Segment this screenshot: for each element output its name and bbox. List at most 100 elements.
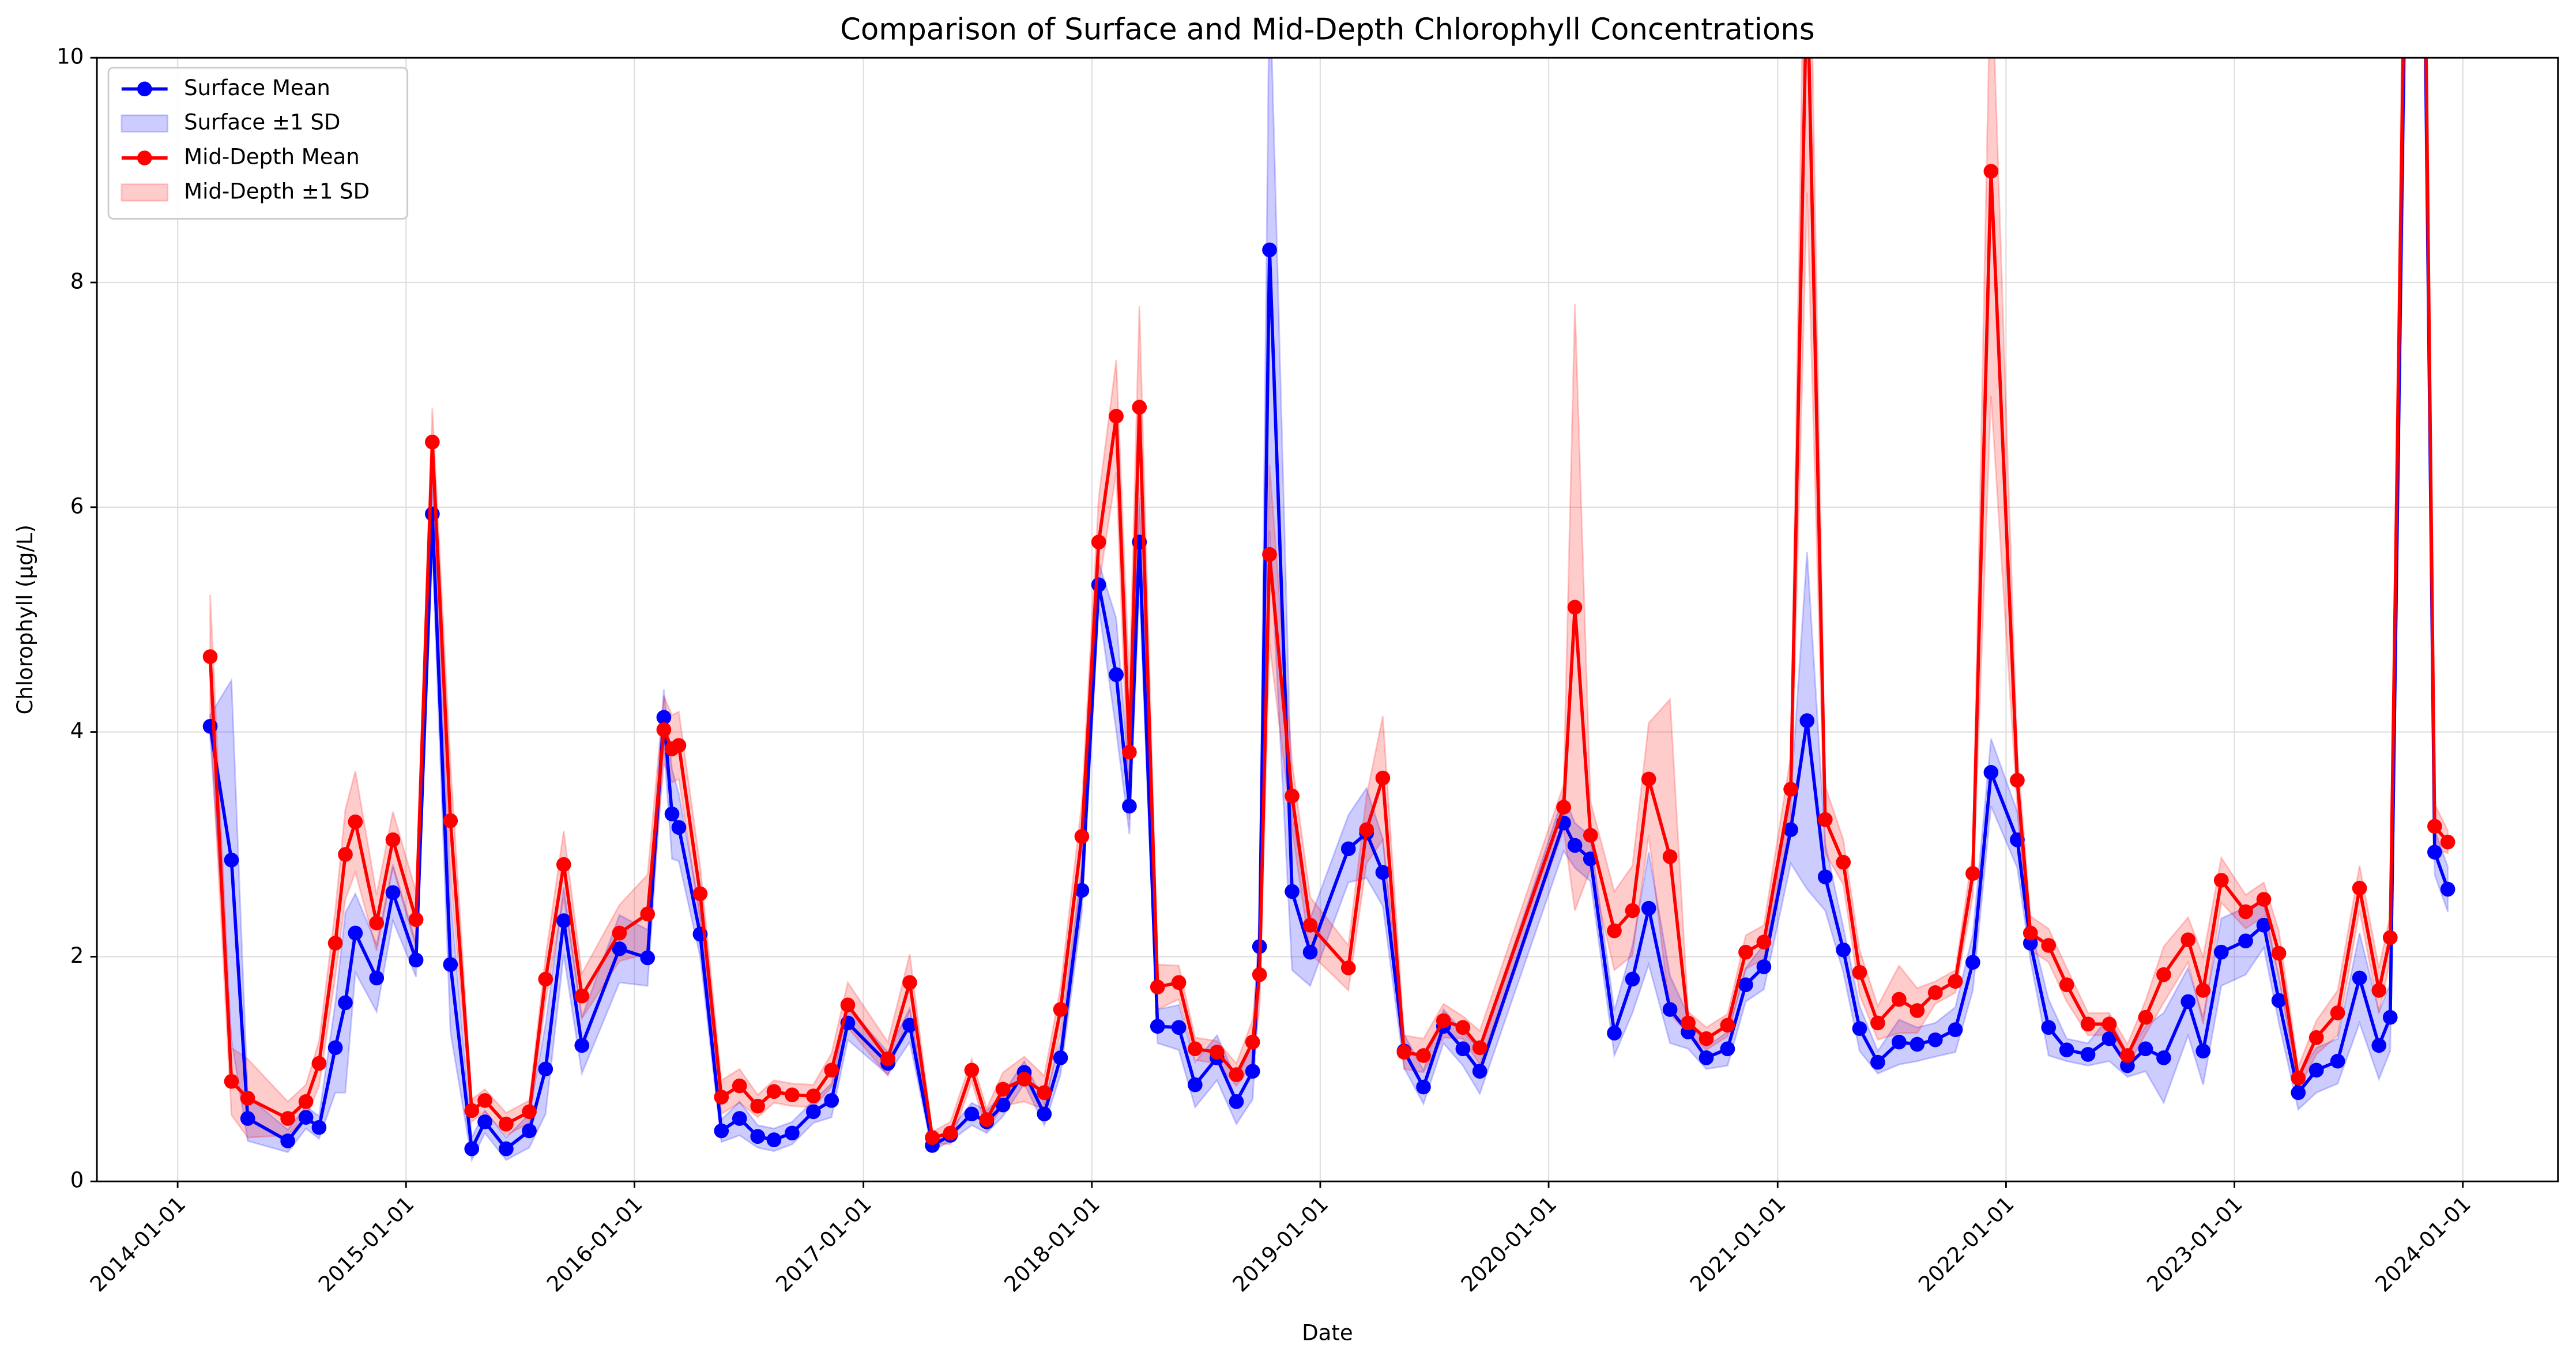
marker — [1375, 770, 1391, 786]
marker — [2138, 1009, 2153, 1025]
legend-band — [120, 183, 169, 202]
x-tick-label: 2021-01-01 — [1685, 1192, 1791, 1297]
marker — [1783, 782, 1798, 797]
marker — [1416, 1048, 1431, 1063]
marker — [2041, 1020, 2057, 1035]
marker — [1262, 242, 1277, 258]
marker — [1965, 866, 1980, 881]
marker — [522, 1123, 537, 1139]
marker — [1245, 1034, 1260, 1050]
legend-marker — [137, 150, 152, 165]
marker — [1472, 1040, 1487, 1056]
marker — [1567, 838, 1583, 853]
marker — [1109, 409, 1124, 424]
marker — [1891, 1034, 1907, 1050]
marker — [640, 950, 656, 966]
marker — [425, 434, 440, 450]
marker — [1625, 903, 1640, 918]
y-tick-label: 4 — [70, 718, 84, 743]
marker — [2156, 967, 2171, 982]
marker — [1302, 944, 1318, 960]
plot-frame — [96, 56, 2559, 1182]
marker — [1171, 975, 1187, 990]
marker — [1836, 942, 1851, 958]
marker — [714, 1090, 729, 1105]
legend-label: Surface Mean — [184, 76, 330, 100]
y-tick-label: 8 — [70, 269, 84, 294]
marker — [1396, 1045, 1412, 1060]
x-tick-label: 2022-01-01 — [1914, 1192, 2019, 1297]
marker — [1852, 964, 1867, 980]
marker — [1910, 1037, 1925, 1052]
marker — [1252, 967, 1267, 982]
marker — [964, 1062, 980, 1078]
marker — [2291, 1071, 2306, 1086]
marker — [2256, 918, 2272, 933]
marker — [1948, 1022, 1963, 1037]
marker — [2256, 892, 2272, 907]
marker — [1210, 1045, 1225, 1060]
marker — [1091, 534, 1106, 550]
marker — [1455, 1041, 1471, 1057]
marker — [327, 936, 343, 951]
sd-band — [209, 58, 2449, 1146]
marker — [664, 807, 680, 822]
marker — [338, 995, 353, 1011]
marker — [1836, 854, 1851, 870]
marker — [2195, 983, 2211, 998]
marker — [1053, 1050, 1068, 1065]
marker — [2440, 881, 2456, 897]
marker — [2308, 1030, 2324, 1045]
legend-band — [120, 114, 169, 133]
marker — [2180, 994, 2196, 1009]
marker — [979, 1112, 995, 1127]
marker — [556, 857, 571, 872]
marker — [1983, 764, 1999, 780]
marker — [556, 913, 571, 928]
marker — [1625, 971, 1640, 987]
marker — [1738, 977, 1753, 992]
legend-label: Mid-Depth Mean — [184, 145, 360, 169]
marker — [1472, 1064, 1487, 1079]
marker — [766, 1084, 782, 1099]
y-tick-label: 0 — [70, 1168, 84, 1193]
marker — [1122, 798, 1137, 814]
marker — [2440, 834, 2456, 850]
y-tick-label: 10 — [57, 44, 84, 69]
marker — [2330, 1005, 2345, 1020]
marker — [298, 1110, 314, 1125]
marker — [385, 832, 401, 847]
marker — [443, 813, 458, 828]
legend-label: Surface ±1 SD — [184, 110, 340, 135]
y-tick-label: 6 — [70, 493, 84, 518]
marker — [1229, 1094, 1244, 1109]
marker — [224, 1073, 239, 1089]
marker — [2120, 1048, 2135, 1063]
marker — [311, 1056, 327, 1071]
marker — [1302, 918, 1318, 933]
marker — [369, 915, 385, 930]
marker — [824, 1093, 839, 1108]
marker — [1074, 829, 1090, 844]
marker — [2010, 773, 2025, 788]
marker — [2382, 930, 2398, 945]
marker — [785, 1087, 800, 1102]
marker — [1817, 869, 1833, 884]
marker — [2238, 933, 2253, 948]
marker — [2271, 945, 2287, 961]
marker — [1891, 992, 1907, 1007]
marker — [1910, 1003, 1925, 1018]
marker — [2138, 1041, 2153, 1057]
marker — [1122, 744, 1137, 760]
marker — [714, 1123, 729, 1139]
x-tick-label: 2024-01-01 — [2370, 1192, 2476, 1297]
marker — [1245, 1064, 1260, 1079]
x-tick-label: 2023-01-01 — [2142, 1192, 2247, 1297]
marker — [1436, 1013, 1451, 1028]
x-tick-label: 2017-01-01 — [771, 1192, 876, 1297]
marker — [2308, 1062, 2324, 1078]
marker — [1285, 788, 1300, 804]
marker — [1567, 600, 1583, 615]
marker — [1799, 713, 1815, 728]
marker — [1188, 1077, 1203, 1092]
